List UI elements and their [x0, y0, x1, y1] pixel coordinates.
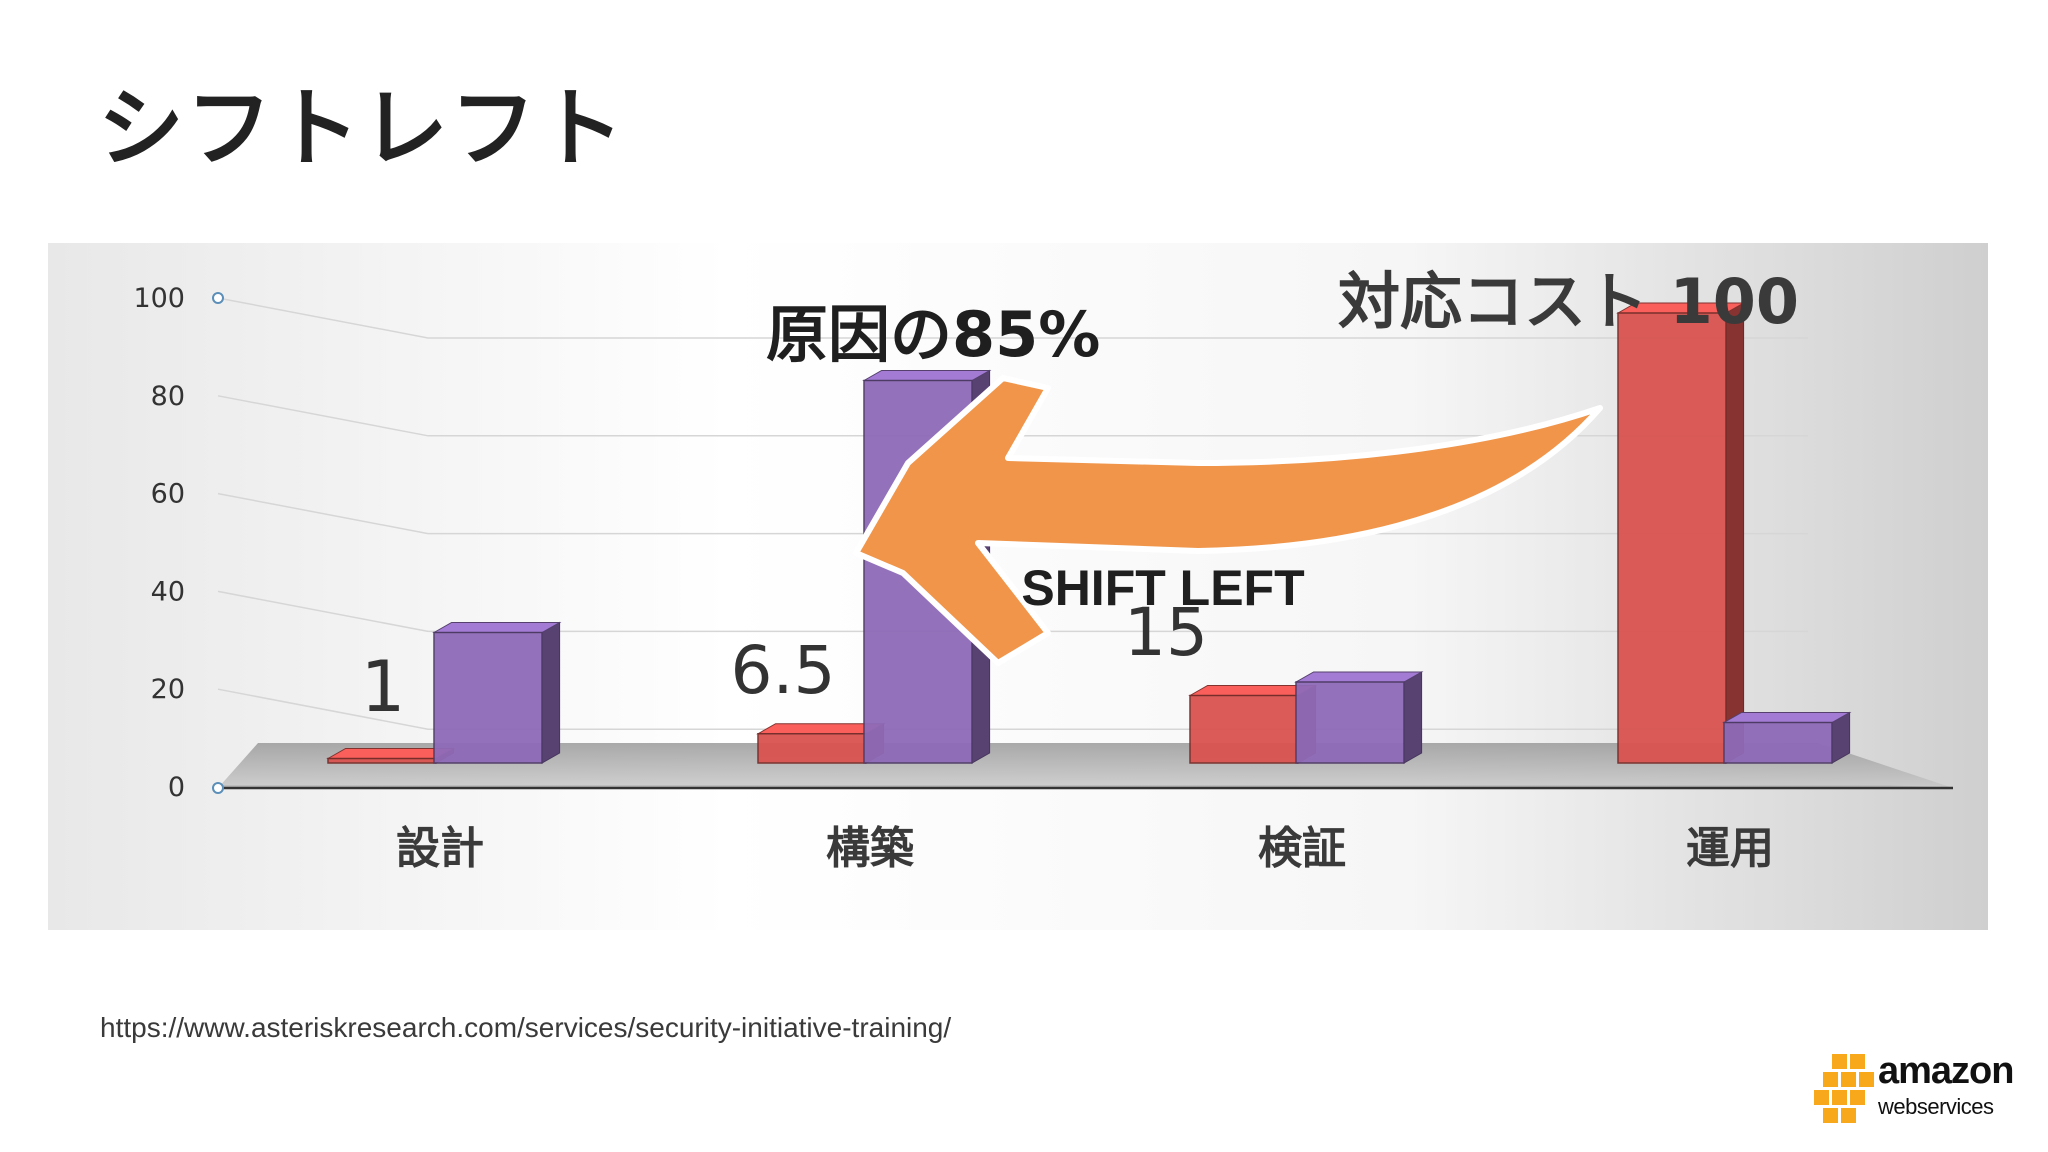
chart-panel: 0 20 40 60 80 100 設計 構築 検証 運用 1 6.5 15 SHIFT LEFT …: [48, 243, 1988, 930]
chart-floor-top: [218, 743, 1953, 788]
bar-top: [1294, 671, 1424, 683]
bar-top: [432, 622, 562, 633]
bar: [757, 733, 867, 764]
aws-logo-word-amazon: amazon: [1878, 1050, 2014, 1092]
aws-cube: [1823, 1108, 1838, 1123]
bar-side: [1403, 671, 1423, 764]
bar: [1723, 721, 1833, 764]
axis-marker-icon: [212, 782, 224, 794]
x-category-label: 検証: [1258, 823, 1346, 874]
y-tick-label: 0: [168, 772, 185, 803]
bar-top: [1722, 712, 1852, 723]
gridline: [217, 590, 1808, 633]
axis-marker-icon: [212, 292, 224, 304]
y-tick-label: 60: [151, 479, 185, 510]
gridline: [217, 395, 1808, 437]
x-category-label: 運用: [1686, 823, 1774, 874]
aws-cube: [1832, 1090, 1847, 1105]
aws-cube: [1859, 1072, 1874, 1087]
slide-title: シフトレフト: [98, 79, 626, 179]
aws-cubes-icon: [1814, 1054, 1874, 1123]
gridline: [217, 297, 1808, 339]
y-tick-label: 40: [151, 576, 185, 607]
aws-logo-word-webservices: webservices: [1878, 1094, 1994, 1119]
y-tick-label: 20: [151, 674, 185, 705]
bar-top: [862, 370, 992, 381]
annotation-cost: 対応コスト 100: [1338, 265, 1799, 338]
bar: [327, 757, 437, 764]
bar-side: [541, 621, 561, 764]
x-category-label: 設計: [396, 823, 484, 874]
aws-cube: [1841, 1072, 1856, 1087]
y-tick-label: 100: [133, 283, 185, 314]
bar: [1295, 681, 1405, 764]
aws-cube: [1841, 1108, 1856, 1123]
annotation-cause: 原因の85%: [766, 298, 1100, 371]
aws-cube: [1850, 1090, 1865, 1105]
bar: [433, 631, 543, 764]
aws-logo: amazon webservices: [1812, 1050, 2022, 1130]
aws-cube: [1823, 1072, 1838, 1087]
arrow-label: SHIFT LEFT: [1021, 560, 1304, 616]
data-label: 1: [361, 646, 406, 728]
data-label: 6.5: [731, 632, 836, 709]
aws-cube: [1850, 1054, 1865, 1069]
source-url[interactable]: https://www.asteriskresearch.com/service…: [100, 1012, 952, 1043]
bar-side: [1725, 302, 1745, 764]
shift-left-arrow-icon: [853, 375, 1603, 666]
aws-cube: [1832, 1054, 1847, 1069]
bar: [1189, 694, 1299, 764]
x-category-label: 構築: [826, 823, 915, 874]
aws-cube: [1814, 1090, 1829, 1105]
y-tick-label: 80: [151, 381, 185, 412]
bar: [1617, 312, 1727, 764]
data-label: 15: [1124, 594, 1208, 671]
